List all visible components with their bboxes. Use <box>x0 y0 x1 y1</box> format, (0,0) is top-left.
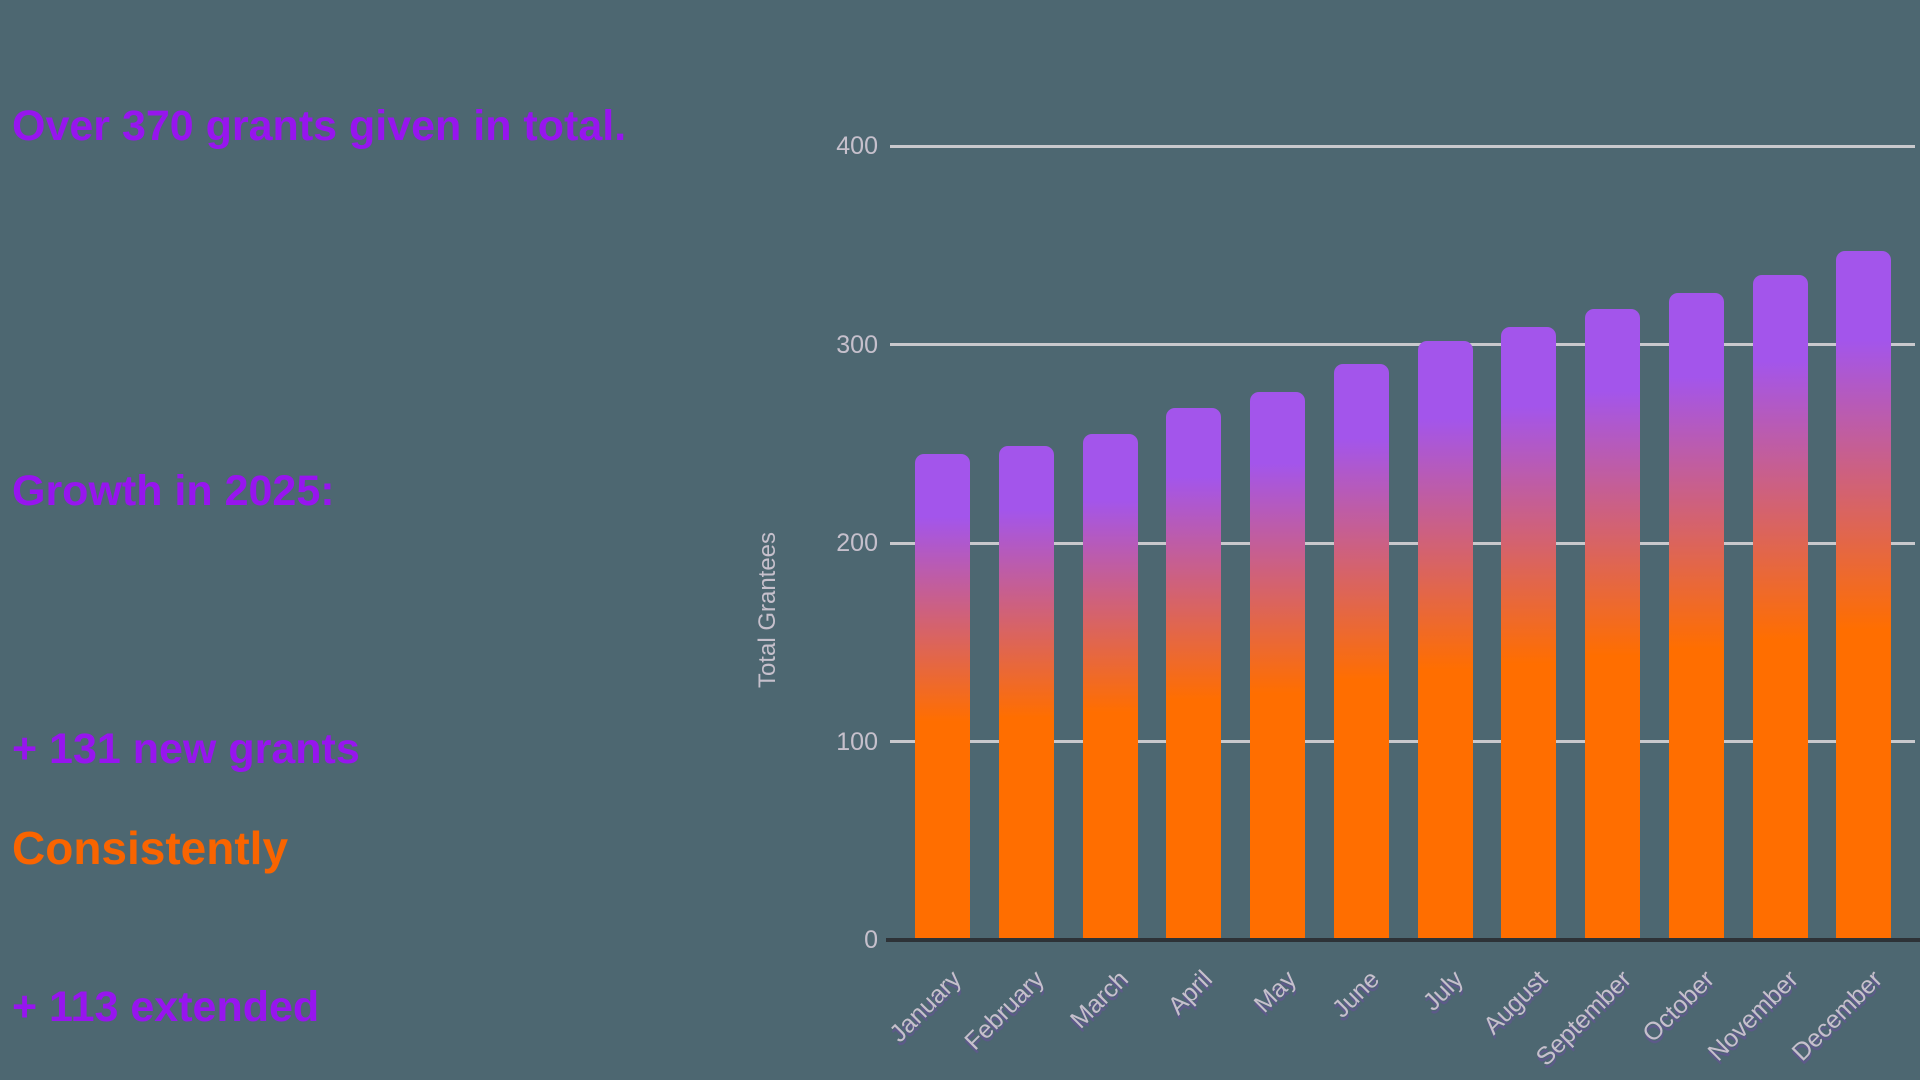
headline-text: Over 370 grants given in total. <box>12 102 627 150</box>
gridline-100 <box>890 740 1915 743</box>
bar-december <box>1836 251 1892 940</box>
gridline-300 <box>890 343 1915 346</box>
gridline-400 <box>890 144 1915 148</box>
bar-may <box>1250 392 1306 940</box>
giving-line-1: Consistently <box>12 822 289 874</box>
growth-new-grants: + 131 new grants <box>12 725 360 773</box>
y-axis-title: Total Grantees <box>754 531 781 689</box>
growth-extended: + 113 extended <box>12 983 320 1031</box>
giving-statement-block: Consistently giving ~$1MM to free and op… <box>12 638 554 1080</box>
y-tick-label-300: 300 <box>836 330 878 359</box>
bar-july <box>1417 340 1473 940</box>
bar-february <box>998 445 1054 940</box>
gridline-200 <box>890 541 1915 545</box>
y-tick-label-100: 100 <box>836 727 878 756</box>
y-tick-label-200: 200 <box>836 529 878 557</box>
growth-title: Growth in 2025: <box>12 467 335 515</box>
bar-november <box>1752 275 1808 940</box>
y-tick-label-0: 0 <box>864 926 878 954</box>
bar-april <box>1166 408 1222 940</box>
x-axis-line <box>886 938 1920 942</box>
giving-line-2: giving ~$1MM to <box>12 1058 554 1080</box>
bar-march <box>1082 433 1138 940</box>
bar-october <box>1668 292 1724 940</box>
bar-september <box>1585 308 1641 940</box>
growth-stats-block: Growth in 2025: + 131 new grants + 113 e… <box>12 276 360 1080</box>
bar-august <box>1501 326 1557 940</box>
y-tick-label-400: 400 <box>836 132 878 160</box>
bar-june <box>1333 364 1389 940</box>
bar-january <box>915 453 970 940</box>
